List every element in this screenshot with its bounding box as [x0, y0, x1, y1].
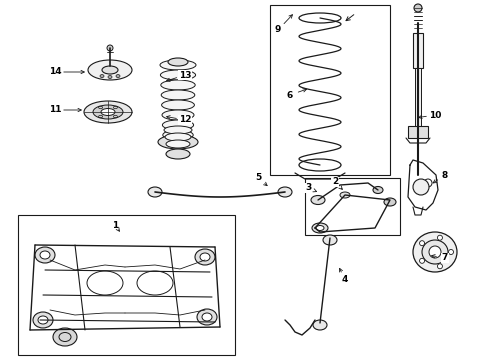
Ellipse shape [164, 126, 192, 134]
Ellipse shape [278, 187, 292, 197]
Ellipse shape [316, 225, 324, 230]
Ellipse shape [448, 249, 454, 255]
Text: 12: 12 [179, 116, 191, 125]
Text: 4: 4 [342, 275, 348, 284]
Ellipse shape [163, 130, 193, 140]
Ellipse shape [340, 192, 350, 198]
Ellipse shape [33, 312, 53, 328]
Ellipse shape [40, 251, 50, 259]
Ellipse shape [195, 249, 215, 265]
Ellipse shape [313, 320, 327, 330]
Text: 8: 8 [442, 171, 448, 180]
Ellipse shape [438, 264, 442, 269]
Text: 2: 2 [332, 177, 338, 186]
Ellipse shape [88, 60, 132, 80]
Bar [270, 5, 390, 175]
Ellipse shape [197, 309, 217, 325]
Ellipse shape [413, 179, 429, 195]
Text: 1: 1 [112, 220, 118, 230]
Text: 7: 7 [442, 253, 448, 262]
Text: 14: 14 [49, 68, 61, 77]
Ellipse shape [53, 328, 77, 346]
Ellipse shape [419, 241, 424, 246]
Text: 3: 3 [305, 184, 311, 193]
Ellipse shape [100, 75, 104, 77]
Ellipse shape [312, 223, 328, 233]
Bar [305, 178, 400, 235]
Ellipse shape [101, 108, 115, 116]
Text: 10: 10 [429, 111, 441, 120]
Ellipse shape [373, 186, 383, 194]
Ellipse shape [160, 60, 196, 70]
Ellipse shape [166, 140, 190, 148]
Ellipse shape [35, 247, 55, 263]
Ellipse shape [160, 70, 196, 80]
Ellipse shape [419, 258, 424, 263]
Ellipse shape [413, 232, 457, 272]
Ellipse shape [165, 133, 191, 141]
Ellipse shape [438, 235, 442, 240]
Text: 13: 13 [179, 71, 191, 80]
Ellipse shape [161, 80, 195, 90]
Ellipse shape [311, 195, 325, 204]
Bar [413, 33, 423, 68]
Ellipse shape [161, 90, 195, 100]
Ellipse shape [323, 235, 337, 245]
Ellipse shape [414, 4, 422, 12]
Ellipse shape [162, 120, 194, 130]
Bar [18, 215, 235, 355]
Ellipse shape [200, 253, 210, 261]
Ellipse shape [202, 313, 212, 321]
Ellipse shape [429, 246, 441, 258]
Ellipse shape [162, 110, 194, 120]
Text: 9: 9 [275, 26, 281, 35]
Ellipse shape [38, 316, 48, 324]
Ellipse shape [168, 58, 188, 66]
Bar [415, 68, 421, 128]
Ellipse shape [116, 75, 120, 77]
Ellipse shape [158, 135, 198, 149]
Ellipse shape [422, 240, 448, 264]
Ellipse shape [107, 45, 113, 51]
Ellipse shape [93, 105, 123, 119]
Ellipse shape [384, 198, 396, 206]
Ellipse shape [84, 101, 132, 123]
Text: 6: 6 [287, 90, 293, 99]
Ellipse shape [166, 149, 190, 159]
Ellipse shape [102, 66, 118, 74]
Ellipse shape [108, 76, 112, 78]
Text: 11: 11 [49, 105, 61, 114]
Ellipse shape [162, 100, 195, 110]
Ellipse shape [148, 187, 162, 197]
Bar [408, 126, 428, 138]
Text: 5: 5 [255, 174, 261, 183]
